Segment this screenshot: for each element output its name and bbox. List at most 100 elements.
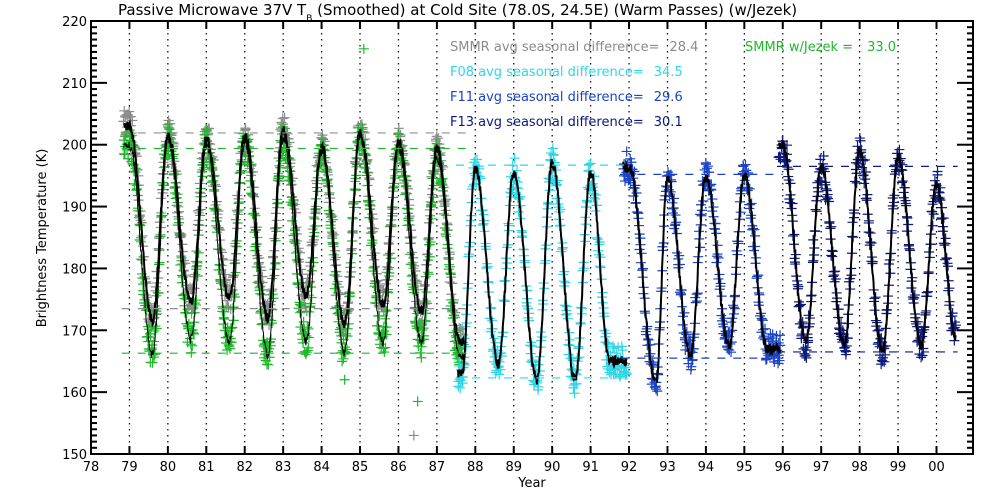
data-point-smmr-w-jezek: [310, 221, 321, 232]
data-point-smmr-w-jezek: [228, 315, 239, 326]
data-point-f11: [757, 315, 768, 326]
data-point-smmr-w-jezek: [372, 320, 383, 331]
data-point-f11: [645, 339, 656, 350]
data-point-f11: [681, 327, 692, 338]
data-point-smmr-w-jezek: [188, 328, 199, 339]
data-point-smmr: [395, 129, 406, 140]
data-point-f08: [601, 328, 612, 339]
data-point-smmr-w-jezek: [381, 322, 392, 333]
x-tick-label: 90: [544, 460, 561, 475]
data-point-f08: [513, 206, 524, 217]
data-point-f11: [744, 183, 755, 194]
x-tick-label: 89: [505, 460, 522, 475]
data-point-smmr-w-jezek: [338, 353, 349, 364]
data-point-smmr-w-jezek: [341, 328, 352, 339]
y-tick-label: 220: [62, 15, 87, 30]
x-tick-label: 92: [621, 460, 638, 475]
data-point-smmr-w-jezek: [320, 166, 331, 177]
data-point-f13: [799, 351, 810, 362]
x-tick-label: 86: [390, 460, 407, 475]
y-tick-label: 170: [62, 324, 87, 339]
data-point-smmr-w-jezek: [274, 176, 285, 187]
data-point-smmr-w-jezek: [446, 294, 457, 305]
data-point-f13: [880, 340, 891, 351]
data-point-f11: [712, 240, 723, 251]
data-point-f11: [724, 326, 735, 337]
data-point-f11: [726, 347, 737, 358]
smoothed-line-f11: [622, 160, 782, 383]
data-point-f08: [621, 369, 632, 380]
smoothed-line-smmr: [122, 118, 465, 347]
data-point-smmr-w-jezek: [418, 323, 429, 334]
data-point-f08: [455, 382, 466, 393]
outlier-point: [408, 430, 419, 441]
data-point-smmr-w-jezek: [400, 189, 411, 200]
outlier-point: [358, 43, 369, 54]
vertical-grid: [128, 21, 938, 454]
data-point-smmr-w-jezek: [423, 269, 434, 280]
data-point-f11: [664, 170, 675, 181]
data-point-smmr-w-jezek: [303, 342, 314, 353]
data-point-f11: [621, 146, 632, 157]
seasonal-mean-lines: [121, 132, 958, 379]
data-point-f08: [472, 154, 483, 165]
data-point-smmr: [124, 106, 135, 117]
legend-smmr: SMMR avg seasonal difference= 28.4: [450, 40, 698, 55]
data-point-f08: [569, 388, 580, 399]
data-point-f08: [591, 232, 602, 243]
data-point-smmr: [118, 116, 129, 127]
smoothed-line-f08: [457, 158, 628, 385]
data-point-f08: [495, 364, 506, 375]
data-point-f08: [568, 380, 579, 391]
data-point-f13: [795, 299, 806, 310]
data-point-smmr-w-jezek: [302, 345, 313, 356]
x-tick-label: 87: [429, 460, 446, 475]
data-point-f08: [571, 378, 582, 389]
data-point-f13: [876, 355, 887, 366]
smoothed-line-f13: [777, 140, 957, 354]
data-point-f13: [797, 317, 808, 328]
data-point-f11: [670, 210, 681, 221]
legend: SMMR avg seasonal difference= 28.4 SMMR w…: [450, 40, 896, 130]
data-point-f11: [761, 354, 772, 365]
x-tick-label: 97: [813, 460, 830, 475]
data-point-smmr-w-jezek: [380, 313, 391, 324]
data-point-smmr-w-jezek: [290, 228, 301, 239]
data-point-f08: [551, 193, 562, 204]
chart-title: Passive Microwave 37V TB (Smoothed) at C…: [118, 1, 797, 24]
data-point-smmr: [218, 254, 229, 265]
data-point-smmr-w-jezek: [187, 340, 198, 351]
data-point-f11: [686, 361, 697, 372]
data-point-smmr: [127, 115, 138, 126]
data-point-smmr-w-jezek: [304, 306, 315, 317]
data-point-f08: [496, 351, 507, 362]
data-point-smmr-w-jezek: [416, 352, 427, 363]
data-point-f13: [854, 133, 865, 144]
data-point-f11: [704, 167, 715, 178]
x-tick-label: 95: [736, 460, 753, 475]
data-point-smmr: [335, 289, 346, 300]
y-tick-label: 200: [62, 139, 87, 154]
data-point-smmr-w-jezek: [374, 311, 385, 322]
data-point-f13: [787, 198, 798, 209]
data-point-f08: [583, 166, 594, 177]
data-point-smmr-w-jezek: [212, 222, 223, 233]
data-point-smmr-w-jezek: [157, 210, 168, 221]
data-point-smmr-w-jezek: [301, 347, 312, 358]
data-point-f13: [932, 166, 943, 177]
data-point-smmr-w-jezek: [381, 305, 392, 316]
data-point-f08: [567, 355, 578, 366]
data-point-smmr-w-jezek: [270, 257, 281, 268]
data-point-f11: [740, 159, 751, 170]
x-tick-label: 83: [275, 460, 292, 475]
plot-frame: [90, 20, 974, 455]
data-point-f11: [652, 386, 663, 397]
data-point-smmr-w-jezek: [236, 165, 247, 176]
data-point-smmr-w-jezek: [306, 265, 317, 276]
data-point-f13: [916, 352, 927, 363]
data-point-f13: [818, 151, 829, 162]
data-point-f11: [675, 287, 686, 298]
data-point-f13: [880, 349, 891, 360]
data-point-smmr-w-jezek: [193, 247, 204, 258]
